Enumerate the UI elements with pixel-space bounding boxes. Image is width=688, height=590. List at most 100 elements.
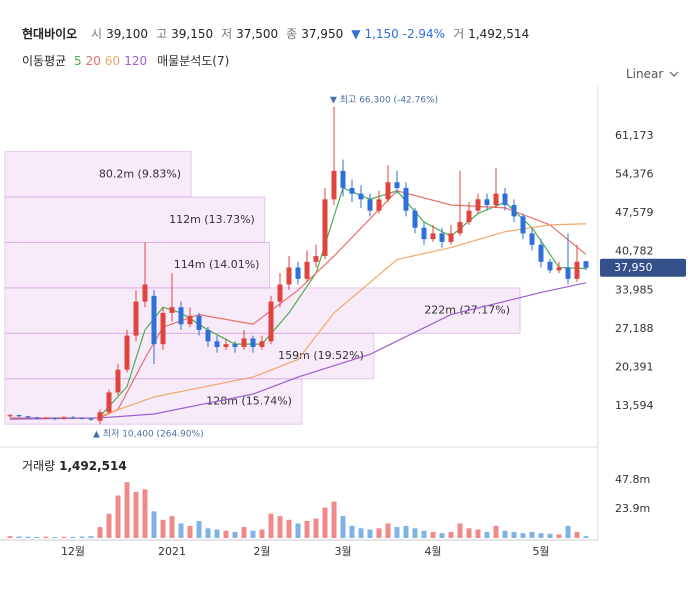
candle-body [34,417,40,419]
volume-bar [394,527,400,538]
header-label: 고 [156,27,168,41]
volume-bar [466,528,472,538]
candle-body [277,284,283,302]
last-price-label: 37,950 [614,261,653,274]
candle-body [430,233,436,240]
profile-label: 114m (14.01%) [174,258,260,271]
header-value: 1,150 -2.94% [364,27,446,41]
candle-body [529,233,535,245]
header-label: 저 [221,27,233,41]
y-tick-label: 61,173 [615,129,654,142]
volume-bar [124,482,130,538]
volume-bar [70,536,76,538]
volume-bar [43,536,49,538]
ma-legend: 20 [85,54,101,68]
candle-body [340,170,346,188]
volume-bar [277,516,283,538]
volume-tick-label: 47.8m [615,473,650,486]
candle-body [358,193,364,200]
scale-select[interactable]: Linear [626,67,679,81]
volume-bar [313,518,319,538]
profile-label: 128m (15.74%) [206,394,292,407]
volume-bar [457,523,463,538]
volume-bar [250,530,256,538]
candle-body [475,199,481,211]
y-tick-label: 54,376 [615,167,654,180]
header-value: 37,500 [236,27,279,41]
volume-bar [502,530,508,538]
volume-bar [421,530,427,538]
header-label: 거 [453,27,465,41]
candle-body [565,267,571,279]
candle-body [25,416,31,418]
volume-bar [169,516,175,538]
x-tick-label: 4월 [424,545,441,558]
candle-body [133,301,139,336]
volume-bar [133,491,139,538]
header-value: 37,950 [301,27,344,41]
candle-body [241,338,247,347]
header-label: ▼ [351,27,361,41]
volume-bar [97,527,103,538]
profile-label: 112m (13.73%) [169,213,255,226]
volume-bar [151,511,157,538]
candle-body [313,256,319,262]
candle-body [7,415,13,417]
candle-body [412,210,418,228]
candle-body [448,233,454,242]
candle-body [394,182,400,188]
candle-body [295,267,301,279]
volume-bar [268,513,274,538]
candle-body [511,204,517,217]
high-marker: ▼ 최고 66,300 (-42.76%) [330,94,438,105]
y-tick-label: 13,594 [615,399,654,412]
volume-title: 거래량 1,492,514 [22,457,131,474]
header-label: 시 [91,27,103,41]
candle-body [538,244,544,262]
volume-bar [403,525,409,538]
volume-bar [367,529,373,538]
candle-body [223,344,229,347]
volume-bar [52,537,58,538]
candle-body [268,301,274,342]
scale-label: Linear [626,67,664,81]
volume-bar [259,529,265,538]
volume-bar [529,531,535,538]
volume-bar [16,536,22,538]
volume-bar [412,528,418,538]
profile-bar [4,378,303,425]
candle-body [187,315,193,325]
candle-body [547,261,553,271]
volume-bar [106,513,112,538]
header-label: 종 [286,27,298,41]
volume-bar [376,528,382,538]
header-value: 39,100 [106,27,149,41]
caret [669,71,679,77]
volume-bar [439,533,445,538]
volume-bar [448,531,454,538]
volume-bar [214,529,220,538]
legend: 이동평균 5 20 60 120 매물분석도(7) [22,52,233,69]
candle-body [259,341,265,347]
y-tick-label: 20,391 [615,360,654,373]
y-tick-label: 47,579 [615,206,654,219]
volume-bar [160,519,166,538]
candle-body [232,344,238,347]
ma-legend: 60 [104,54,121,68]
ma-line [99,187,587,417]
volume-bar [511,531,517,538]
x-tick-label: 5월 [532,545,549,558]
candle-body [196,315,202,330]
volume-label: 거래량 [22,459,56,473]
candle-body [205,329,211,342]
volume-bar [331,501,337,538]
volume-bar [223,530,229,538]
x-tick-label: 3월 [334,545,351,558]
volume-bar [358,528,364,538]
candle-body [439,233,445,242]
profile-bar [4,196,266,243]
candle-body [16,415,22,417]
volume-bar [349,525,355,538]
volume-bar [430,531,436,538]
